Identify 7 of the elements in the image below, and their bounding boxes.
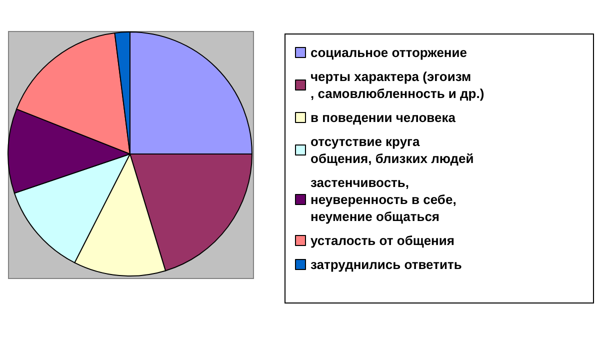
legend-label: усталость от общения — [310, 233, 454, 248]
legend-label: отсутствие круга общения, близких людей — [310, 134, 474, 166]
legend-label: черты характера (эгоизм, самовлюбленность и др.) — [310, 69, 484, 101]
legend-label: в поведении человека — [310, 110, 456, 125]
legend-label: застенчивость, неуверенность в себе, неумение общаться — [310, 175, 460, 224]
legend-label: социальное отторжение — [310, 45, 468, 60]
legend-label: затруднились ответить — [310, 257, 462, 272]
